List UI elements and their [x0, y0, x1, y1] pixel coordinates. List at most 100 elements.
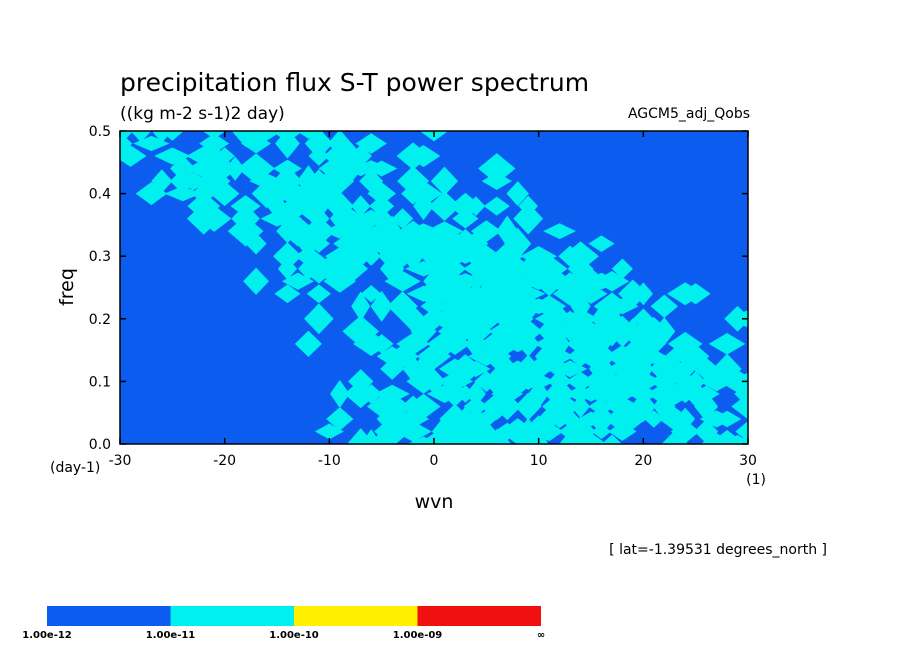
- contour-cell: [633, 308, 654, 330]
- contour-cell: [437, 318, 472, 345]
- contour-cell: [425, 221, 464, 241]
- contour-cell: [342, 315, 380, 348]
- contour-cell: [694, 391, 719, 422]
- y-tick-labels: 0.0 0.1 0.2 0.3 0.4 0.5: [89, 124, 111, 453]
- contour-cell: [202, 131, 227, 139]
- x-tick-label: 20: [634, 453, 652, 469]
- x-tick-label: 10: [530, 453, 548, 469]
- contour-cell: [192, 181, 216, 207]
- contour-cell: [359, 169, 384, 194]
- y-tick-label: 0.2: [89, 312, 111, 328]
- contour-cell: [650, 294, 678, 318]
- contour-cell: [178, 171, 208, 191]
- contour-cell: [729, 309, 748, 328]
- contour-cell: [325, 246, 355, 266]
- contour-cell: [708, 333, 746, 355]
- contour-cell: [692, 385, 720, 403]
- contour-cell: [302, 215, 336, 247]
- contour-cell: [274, 284, 301, 304]
- contour-cell: [667, 331, 703, 356]
- colorbar-label: 1.00e-09: [393, 630, 443, 641]
- contour-cell: [396, 332, 430, 356]
- contour-cell: [430, 166, 459, 196]
- contour-cell: [225, 156, 245, 181]
- contour-cell: [476, 420, 497, 443]
- contour-cell: [187, 191, 221, 221]
- x-tick-label: -10: [318, 453, 341, 469]
- contour-cell: [317, 179, 341, 208]
- contour-cell: [478, 153, 516, 184]
- contour-cell: [366, 160, 398, 177]
- contour-cell: [513, 202, 544, 235]
- contour-cell: [405, 223, 442, 239]
- contour-cell: [373, 392, 411, 421]
- colorbar-label: 1.00e-10: [269, 630, 319, 641]
- contour-cell: [483, 196, 510, 216]
- contour-cell: [601, 434, 623, 444]
- contour-cell: [348, 369, 374, 394]
- x-tick-label: -30: [109, 453, 132, 469]
- contour-cell: [443, 259, 467, 279]
- contour-cell: [406, 393, 441, 420]
- contour-cell: [547, 369, 572, 394]
- contour-cell: [522, 373, 556, 390]
- contour-cell: [231, 131, 260, 148]
- contour-cell: [518, 195, 539, 217]
- contour-cell: [565, 417, 596, 444]
- y-tick-label: 0.0: [89, 437, 111, 453]
- contour-cell: [471, 245, 502, 268]
- contour-cell: [481, 428, 512, 444]
- chart-title: precipitation flux S-T power spectrum: [120, 68, 589, 97]
- contour-cell: [382, 215, 402, 247]
- contour-cell: [387, 291, 418, 322]
- x-tick-label: -20: [213, 453, 236, 469]
- units-label: ((kg m-2 s-1)2 day): [120, 104, 285, 124]
- contour-cell: [327, 131, 352, 158]
- contour-cell: [428, 191, 461, 221]
- contour-cell: [674, 358, 697, 380]
- contour-cell: [506, 181, 529, 207]
- contour-cell: [459, 316, 493, 347]
- x-tick-labels: -30 -20 -10 0 10 20 30: [109, 453, 757, 469]
- x-unit-label: (1): [746, 472, 766, 488]
- contour-cell: [633, 282, 653, 306]
- contour-cell: [675, 407, 696, 431]
- y-unit-label: (day-1): [50, 460, 100, 476]
- contour-cell: [334, 208, 367, 229]
- contour-cell: [355, 133, 387, 154]
- contour-cell: [304, 303, 334, 335]
- contour-cell: [314, 423, 344, 440]
- contour-cell: [588, 235, 615, 252]
- colorbar-label: 1.00e-11: [146, 630, 196, 641]
- contour-cell: [370, 290, 393, 322]
- contour-cell: [392, 208, 414, 230]
- contour-cell: [653, 390, 676, 423]
- colorbar-segment: [170, 606, 294, 626]
- contour-cell: [306, 284, 332, 304]
- contour-cell: [504, 227, 532, 260]
- contour-cell: [397, 165, 430, 197]
- y-tick-label: 0.4: [89, 187, 111, 203]
- contour-cell: [496, 215, 519, 247]
- contour-cell: [466, 196, 486, 217]
- colorbar-label: 1.00e-12: [22, 630, 72, 641]
- contour-cell: [604, 396, 641, 417]
- contour-cell: [273, 242, 302, 271]
- contour-cell: [544, 377, 575, 410]
- contour-cell: [565, 371, 596, 392]
- contour-cell: [275, 131, 300, 159]
- contour-cell: [661, 430, 689, 444]
- contour-cell: [587, 404, 616, 434]
- contour-cell: [120, 145, 147, 167]
- contour-cell: [680, 283, 711, 305]
- contour-cell: [154, 147, 191, 165]
- contour-cell: [374, 384, 410, 404]
- x-axis-label: wvn: [415, 491, 454, 513]
- contour-cell: [243, 267, 269, 295]
- axis-ticks: [119, 130, 749, 445]
- contour-cell: [406, 144, 441, 168]
- latitude-annotation: [ lat=-1.39531 degrees_north ]: [609, 542, 827, 558]
- contour-cell: [369, 194, 395, 218]
- contour-cell: [451, 298, 480, 314]
- contour-cell: [611, 258, 633, 279]
